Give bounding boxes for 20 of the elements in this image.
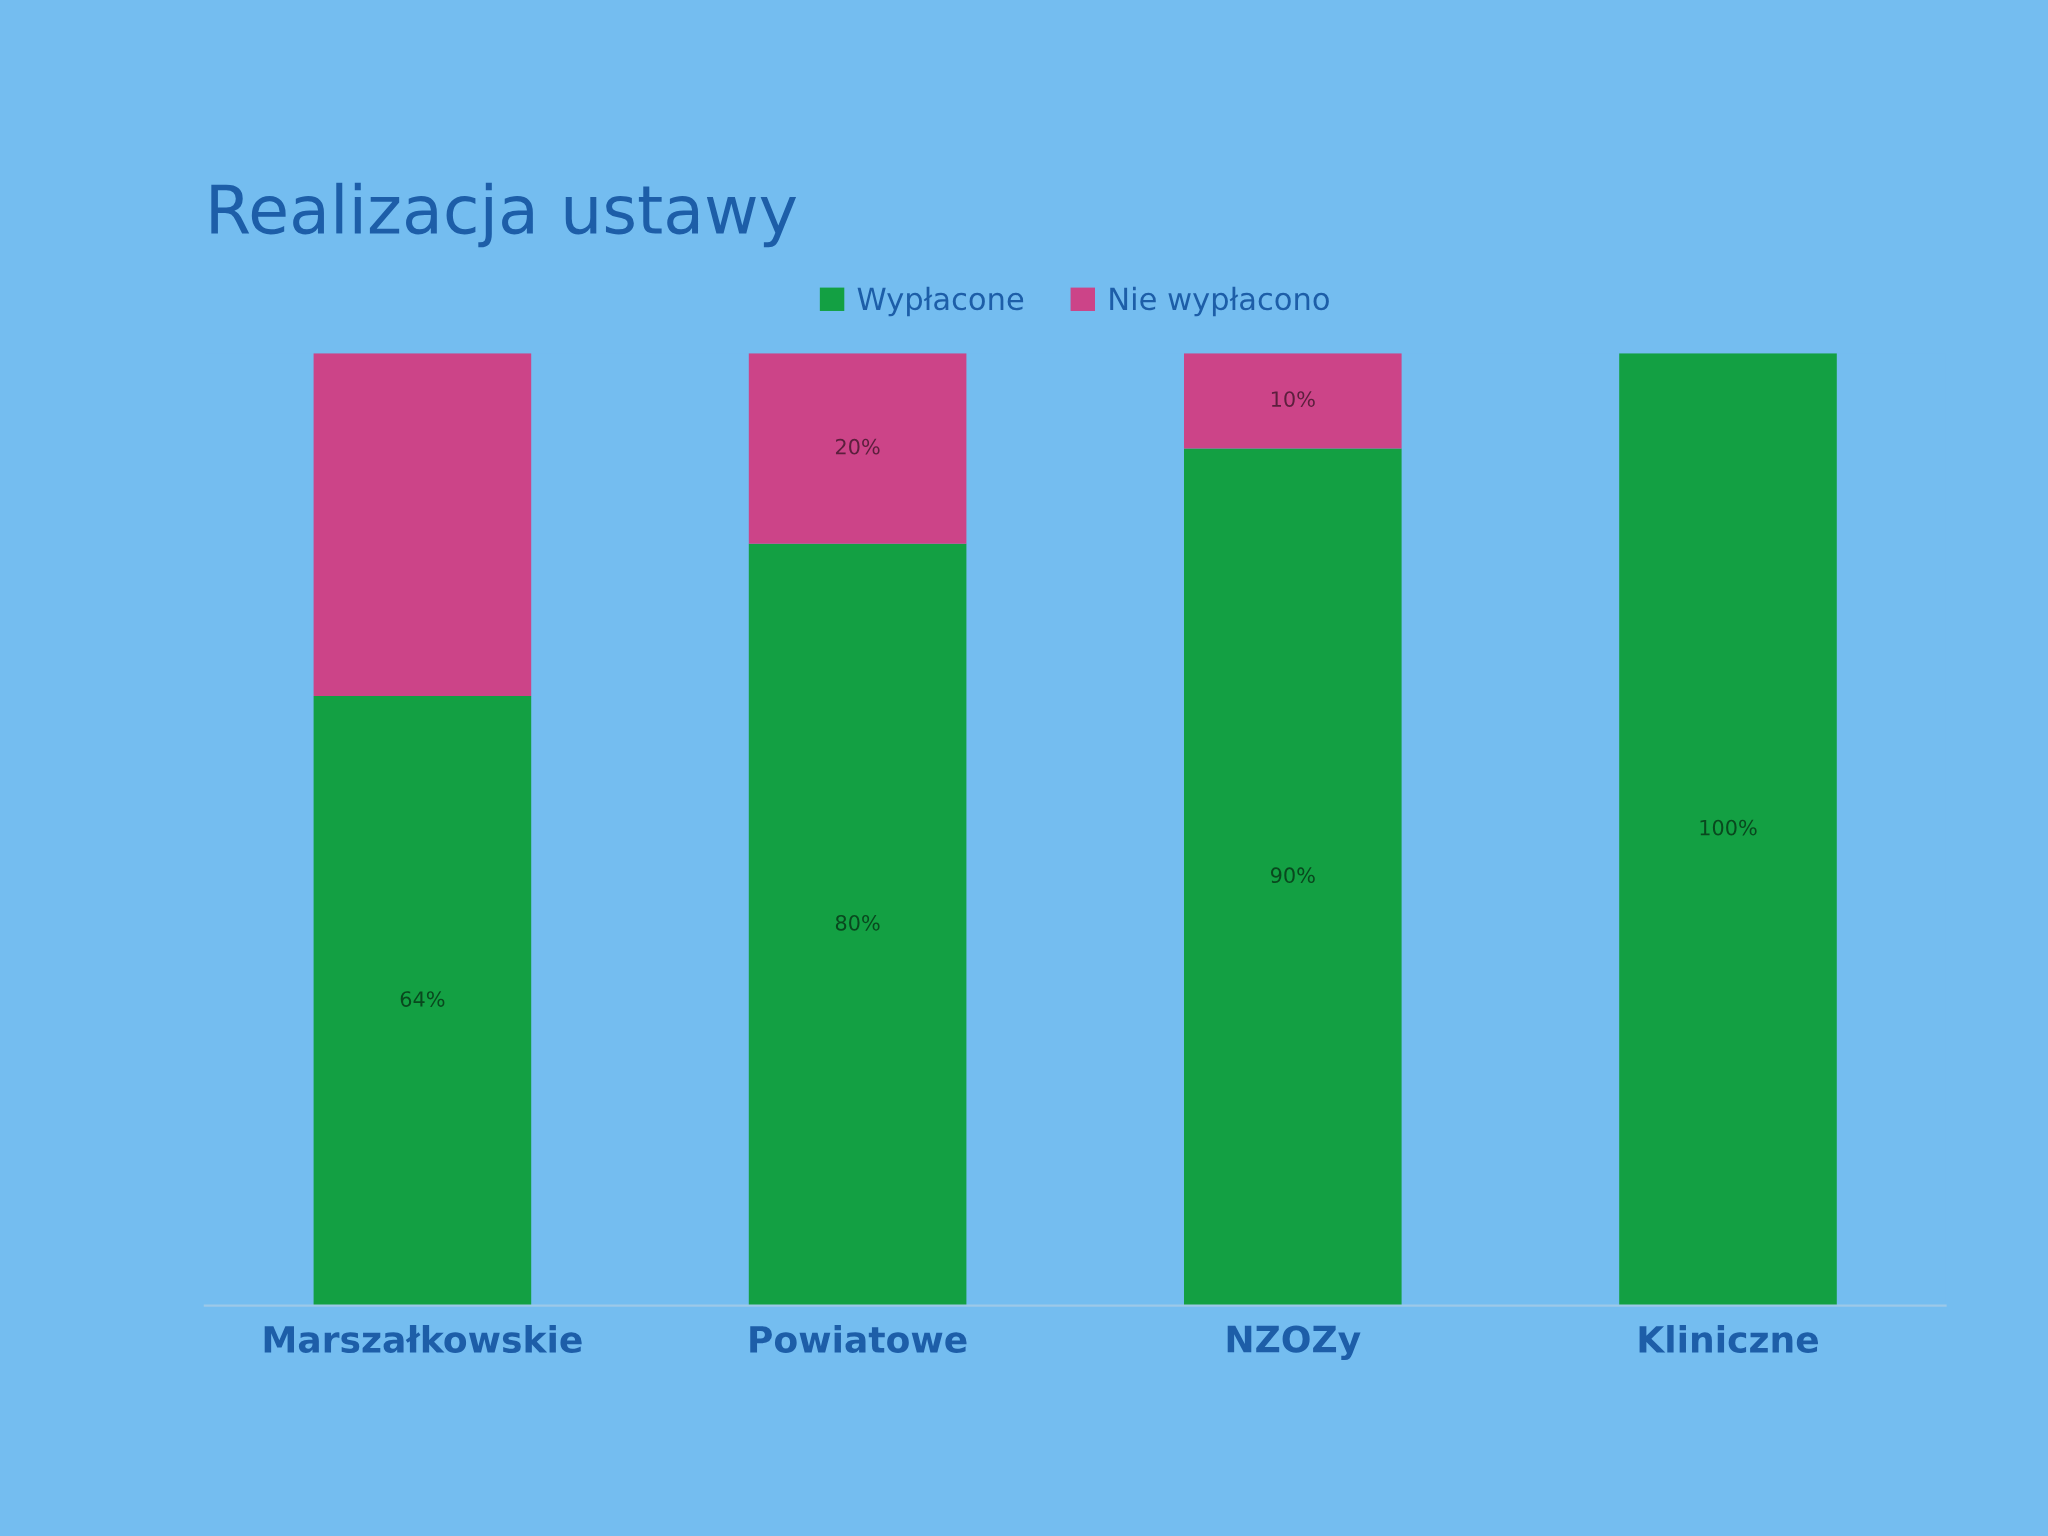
legend-label: Wypłacone: [857, 286, 1024, 317]
bar: [1184, 448, 1402, 1306]
data-label: 90%: [1270, 867, 1315, 884]
data-label: 10%: [1271, 391, 1315, 407]
bar: [1619, 353, 1837, 1306]
data-label: 20%: [835, 438, 880, 455]
bar: [748, 353, 967, 544]
data-label: 100%: [1700, 819, 1757, 836]
bar: [748, 543, 967, 1306]
bar: [313, 353, 532, 697]
data-label: 64%: [400, 991, 445, 1007]
legend-label: Nie wypłacono: [1110, 286, 1329, 317]
bar: [313, 696, 532, 1306]
x-tick-label: NZOZy: [1227, 1325, 1361, 1360]
chart-title: Realizacja ustawy: [211, 182, 797, 248]
bar: [1184, 353, 1402, 449]
data-label: 80%: [835, 914, 880, 931]
x-tick-label: Powiatowe: [750, 1325, 967, 1353]
x-tick-label: Kliniczne: [1639, 1325, 1818, 1353]
x-tick-label: Marszałkowskie: [264, 1325, 582, 1353]
